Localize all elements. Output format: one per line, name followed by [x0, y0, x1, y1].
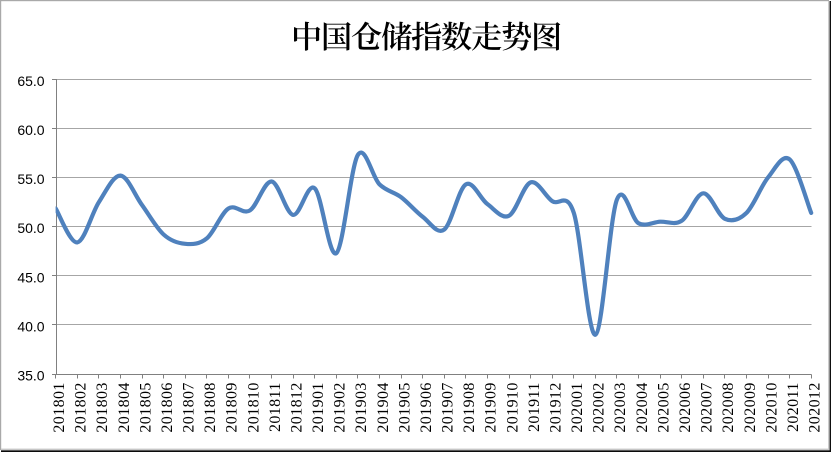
- svg-text:201801: 201801: [51, 382, 68, 432]
- svg-text:201807: 201807: [181, 382, 198, 432]
- svg-text:202012: 202012: [807, 382, 824, 432]
- svg-text:201811: 201811: [267, 382, 284, 432]
- svg-text:201912: 201912: [548, 382, 565, 432]
- svg-text:201904: 201904: [375, 382, 392, 432]
- svg-text:35.0: 35.0: [17, 368, 44, 384]
- svg-text:201911: 201911: [526, 382, 543, 432]
- svg-text:202011: 202011: [785, 382, 802, 432]
- svg-text:201901: 201901: [310, 382, 327, 432]
- svg-text:201805: 201805: [137, 382, 154, 432]
- svg-text:201906: 201906: [418, 382, 435, 432]
- svg-text:202010: 202010: [763, 382, 780, 432]
- svg-text:201812: 201812: [288, 382, 305, 432]
- svg-text:202003: 202003: [612, 382, 629, 432]
- svg-text:201908: 201908: [461, 382, 478, 432]
- svg-text:202008: 202008: [720, 382, 737, 432]
- svg-text:201803: 201803: [94, 382, 111, 432]
- svg-text:201903: 201903: [353, 382, 370, 432]
- svg-text:202005: 202005: [655, 382, 672, 432]
- svg-text:45.0: 45.0: [17, 269, 44, 285]
- svg-text:201809: 201809: [224, 382, 241, 432]
- svg-text:50.0: 50.0: [17, 220, 44, 236]
- svg-text:201905: 201905: [396, 382, 413, 432]
- svg-text:201802: 201802: [73, 382, 90, 432]
- svg-text:201804: 201804: [116, 382, 133, 432]
- svg-text:201808: 201808: [202, 382, 219, 432]
- svg-text:201910: 201910: [504, 382, 521, 432]
- svg-text:202002: 202002: [591, 382, 608, 432]
- svg-text:202001: 202001: [569, 382, 586, 432]
- svg-text:40.0: 40.0: [17, 319, 44, 335]
- svg-text:202004: 202004: [634, 382, 651, 432]
- svg-text:201902: 201902: [332, 382, 349, 432]
- svg-text:60.0: 60.0: [17, 122, 44, 138]
- svg-text:202007: 202007: [699, 382, 716, 432]
- svg-text:55.0: 55.0: [17, 171, 44, 187]
- svg-text:201806: 201806: [159, 382, 176, 432]
- svg-text:201909: 201909: [483, 382, 500, 432]
- svg-text:201810: 201810: [245, 382, 262, 432]
- svg-text:202009: 202009: [742, 382, 759, 432]
- svg-text:202006: 202006: [677, 382, 694, 432]
- svg-text:65.0: 65.0: [17, 73, 44, 89]
- svg-text:201907: 201907: [440, 382, 457, 432]
